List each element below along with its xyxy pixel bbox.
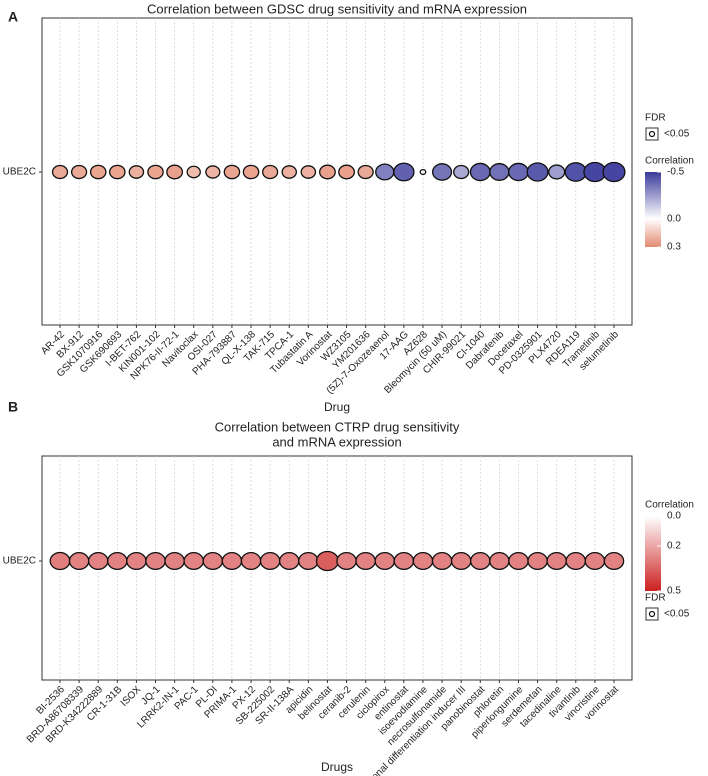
bubble bbox=[508, 551, 529, 571]
bubble bbox=[453, 164, 470, 180]
bubble bbox=[223, 164, 241, 180]
y-tick-label: UBE2C bbox=[3, 167, 36, 178]
bubble bbox=[602, 161, 626, 183]
chart-title: and mRNA expression bbox=[272, 434, 401, 449]
colorbar-tick-label: 0.5 bbox=[667, 586, 681, 597]
bubble bbox=[240, 551, 262, 571]
bubble bbox=[527, 551, 548, 571]
panel-label: B bbox=[8, 399, 18, 415]
bubble bbox=[242, 164, 260, 180]
colorbar-title: Correlation bbox=[645, 156, 694, 167]
bubble bbox=[183, 551, 205, 571]
bubble bbox=[469, 551, 491, 571]
legend-title: FDR bbox=[645, 593, 666, 604]
chart-title: Correlation between GDSC drug sensitivit… bbox=[147, 1, 527, 16]
bubble bbox=[548, 164, 566, 180]
bubble bbox=[259, 551, 281, 571]
bubble bbox=[186, 165, 201, 179]
colorbar bbox=[645, 516, 661, 591]
bubble bbox=[126, 551, 147, 571]
bubble bbox=[51, 164, 69, 180]
bubble bbox=[87, 551, 109, 571]
bubble bbox=[357, 164, 374, 180]
bubble bbox=[205, 165, 221, 179]
bubble bbox=[262, 164, 279, 180]
bubble bbox=[338, 164, 356, 180]
bubble bbox=[68, 551, 90, 571]
bubble bbox=[318, 164, 336, 180]
bubble bbox=[281, 165, 298, 179]
bubble bbox=[221, 551, 243, 571]
bubble bbox=[300, 165, 317, 179]
legend-label: <0.05 bbox=[664, 129, 690, 140]
x-tick-label: ISOX bbox=[119, 684, 144, 709]
panel-label: A bbox=[8, 9, 18, 25]
bubble bbox=[109, 164, 126, 180]
plot-frame bbox=[41, 455, 633, 681]
bubble bbox=[508, 162, 529, 182]
colorbar-tick-label: 0.0 bbox=[667, 214, 681, 225]
bubble bbox=[315, 550, 340, 572]
bubble bbox=[565, 551, 587, 571]
legend-label: <0.05 bbox=[664, 609, 690, 620]
bubble bbox=[431, 163, 453, 181]
bubble bbox=[89, 164, 107, 180]
bubble bbox=[489, 551, 510, 571]
colorbar-title: Correlation bbox=[645, 500, 694, 511]
bubble bbox=[374, 551, 396, 571]
bubble bbox=[298, 551, 319, 571]
bubble bbox=[564, 162, 588, 182]
y-tick-label: UBE2C bbox=[3, 556, 36, 567]
bubble bbox=[164, 551, 185, 571]
legend-title: FDR bbox=[645, 113, 666, 124]
bubble bbox=[526, 162, 549, 182]
colorbar-tick-label: 0.0 bbox=[667, 511, 681, 522]
bubble bbox=[128, 165, 145, 179]
bubble bbox=[419, 168, 427, 176]
x-axis-title: Drugs bbox=[321, 760, 353, 774]
bubble bbox=[145, 551, 166, 571]
x-axis-title: Drug bbox=[324, 400, 350, 414]
bubble bbox=[431, 551, 453, 571]
bubble bbox=[489, 163, 510, 181]
bubble bbox=[450, 551, 472, 571]
colorbar-tick-label: 0.3 bbox=[667, 242, 681, 253]
legend-key bbox=[645, 127, 659, 141]
bubble bbox=[107, 551, 128, 571]
bubble bbox=[202, 551, 224, 571]
bubble bbox=[393, 162, 415, 182]
colorbar bbox=[645, 172, 661, 247]
bubble bbox=[584, 551, 606, 571]
colorbar-tick-label: -0.5 bbox=[667, 167, 685, 178]
bubble bbox=[147, 164, 164, 180]
bubble bbox=[393, 551, 415, 571]
legend-symbol bbox=[648, 610, 656, 618]
bubble bbox=[336, 551, 357, 571]
bubble bbox=[355, 551, 376, 571]
bubble bbox=[49, 551, 71, 571]
legend-key bbox=[645, 607, 659, 621]
bubble bbox=[603, 551, 625, 571]
bubble bbox=[375, 163, 395, 181]
bubble bbox=[70, 164, 88, 180]
bubble bbox=[166, 164, 184, 180]
colorbar-tick-label: 0.2 bbox=[667, 541, 681, 552]
bubble bbox=[278, 551, 300, 571]
chart-title: Correlation between CTRP drug sensitivit… bbox=[215, 419, 460, 434]
legend-symbol bbox=[648, 130, 656, 138]
bubble bbox=[469, 162, 491, 182]
bubble bbox=[546, 551, 567, 571]
bubble bbox=[412, 551, 434, 571]
